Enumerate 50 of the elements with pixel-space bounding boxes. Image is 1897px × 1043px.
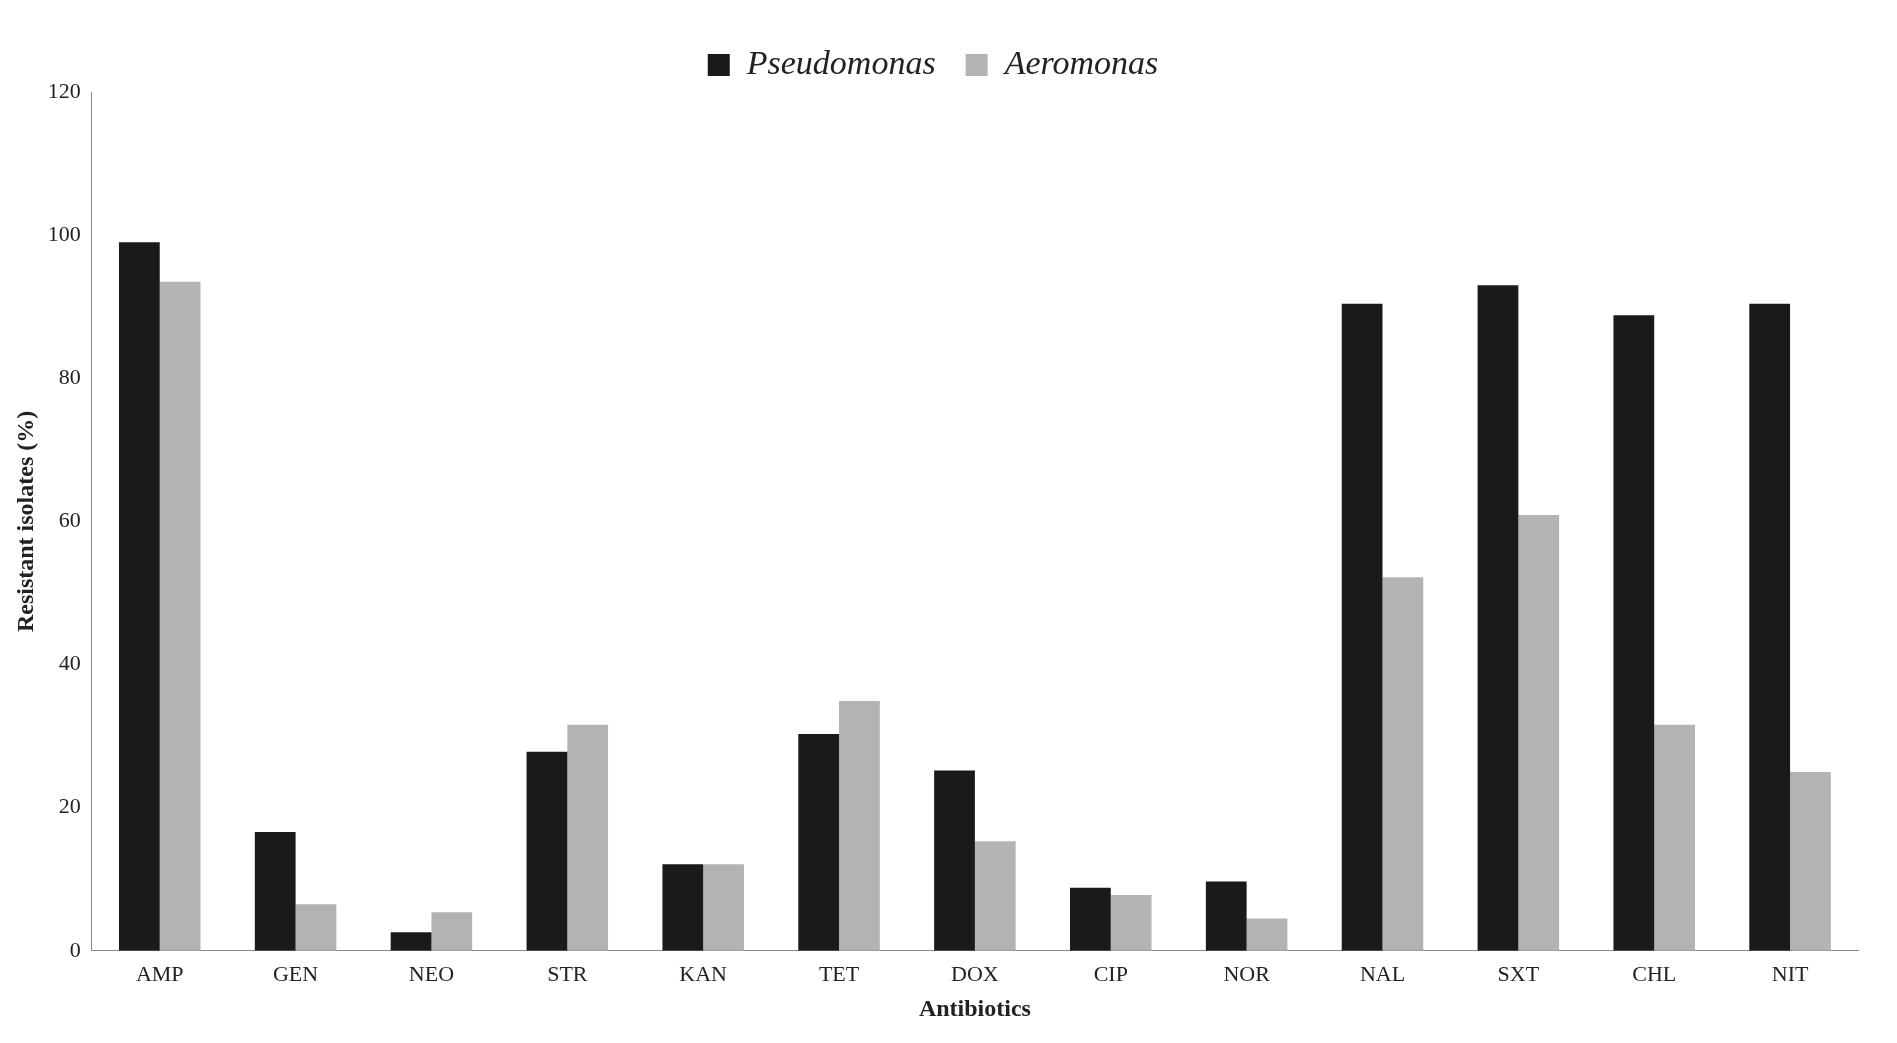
- y-tick-label: 20: [58, 793, 81, 819]
- bar: [159, 281, 201, 951]
- bar: [839, 701, 880, 951]
- x-tick-label: NOR: [1223, 960, 1271, 986]
- x-tick-label: CHL: [1632, 960, 1677, 986]
- bar: [1110, 894, 1152, 951]
- x-tick-label: NEO: [408, 960, 455, 986]
- bar: [1518, 514, 1560, 951]
- legend-label: Aeromonas: [1002, 43, 1159, 81]
- y-axis-title: Resistant isolates (%): [11, 410, 38, 633]
- x-tick-label: NIT: [1771, 960, 1809, 986]
- y-tick-label: 120: [47, 77, 81, 103]
- bar: [567, 724, 609, 951]
- bar: [526, 751, 568, 951]
- x-tick-label: KAN: [679, 960, 728, 986]
- bar: [1341, 303, 1383, 951]
- x-axis-title: Antibiotics: [918, 994, 1031, 1021]
- bar: [1382, 577, 1424, 951]
- bar: [1205, 881, 1247, 951]
- bar: [1613, 315, 1655, 951]
- x-tick-label: CIP: [1093, 960, 1128, 986]
- bar: [703, 864, 744, 951]
- bar: [798, 733, 840, 951]
- x-tick-label: GEN: [272, 960, 319, 986]
- bar: [118, 242, 160, 951]
- bar: [1070, 887, 1111, 951]
- bar: [431, 912, 473, 951]
- y-tick-label: 100: [47, 220, 81, 246]
- bar: [662, 864, 704, 951]
- x-tick-label: TET: [818, 960, 860, 986]
- bar: [295, 904, 337, 951]
- bar: [254, 832, 296, 951]
- y-tick-label: 0: [69, 936, 81, 962]
- x-tick-label: STR: [547, 960, 588, 986]
- x-tick-label: AMP: [135, 960, 184, 986]
- y-tick-label: 40: [58, 650, 81, 676]
- bar: [1246, 918, 1288, 951]
- y-tick-label: 80: [58, 364, 81, 390]
- legend-label: Pseudomonas: [745, 43, 936, 81]
- bar: [934, 770, 975, 951]
- bar: [1749, 303, 1791, 951]
- bar: [390, 932, 432, 951]
- bar: [1790, 771, 1831, 951]
- bar: [1654, 724, 1695, 951]
- x-tick-label: DOX: [951, 960, 999, 986]
- x-tick-label: SXT: [1497, 960, 1540, 986]
- bar: [1477, 285, 1519, 951]
- x-tick-label: NAL: [1359, 960, 1406, 986]
- bar: [974, 841, 1016, 951]
- y-tick-label: 60: [58, 507, 81, 533]
